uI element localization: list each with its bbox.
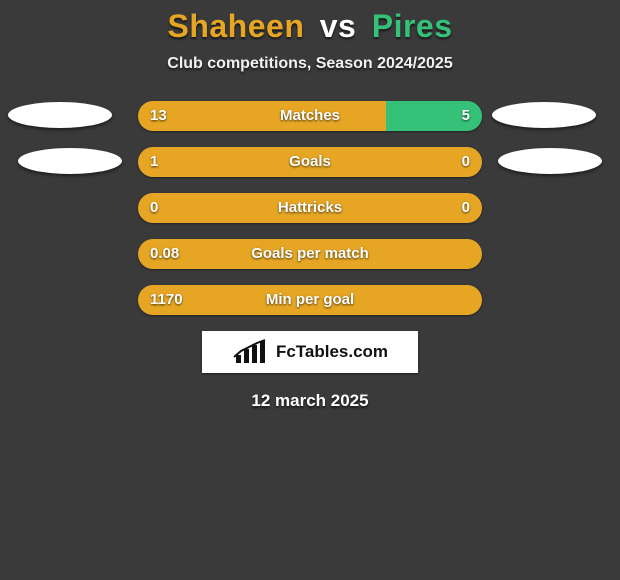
stat-bar: Matches135	[138, 101, 482, 131]
stat-bar: Hattricks00	[138, 193, 482, 223]
bar-segment-p1	[138, 239, 482, 269]
bar-segment-p1	[138, 193, 482, 223]
stat-bar: Min per goal1170	[138, 285, 482, 315]
stat-row-hattricks: Hattricks00	[0, 193, 620, 223]
stat-bar: Goals10	[138, 147, 482, 177]
stat-row-matches: Matches135	[0, 101, 620, 131]
title-player1: Shaheen	[167, 8, 304, 44]
title-vs: vs	[320, 8, 357, 44]
title-player2: Pires	[372, 8, 453, 44]
subtitle: Club competitions, Season 2024/2025	[0, 55, 620, 73]
stat-row-goals: Goals10	[0, 147, 620, 177]
stat-bar: Goals per match0.08	[138, 239, 482, 269]
date-label: 12 march 2025	[0, 391, 620, 411]
player2-marker	[498, 148, 602, 174]
comparison-card: Shaheen vs Pires Club competitions, Seas…	[0, 0, 620, 411]
source-badge-text: FcTables.com	[276, 342, 388, 362]
stat-row-gpm: Goals per match0.08	[0, 239, 620, 269]
bar-segment-p1	[138, 285, 482, 315]
source-badge[interactable]: FcTables.com	[202, 331, 418, 373]
title: Shaheen vs Pires	[0, 8, 620, 45]
stat-rows: Matches135 Goals10 Hattricks00 Goals per ma…	[0, 101, 620, 315]
player2-marker	[492, 102, 596, 128]
player1-marker	[8, 102, 112, 128]
bar-segment-p1	[138, 147, 482, 177]
bar-segment-p2	[386, 101, 482, 131]
bar-segment-p1	[138, 101, 386, 131]
stat-row-mpg: Min per goal1170	[0, 285, 620, 315]
player1-marker	[18, 148, 122, 174]
bar-chart-icon	[232, 339, 272, 365]
